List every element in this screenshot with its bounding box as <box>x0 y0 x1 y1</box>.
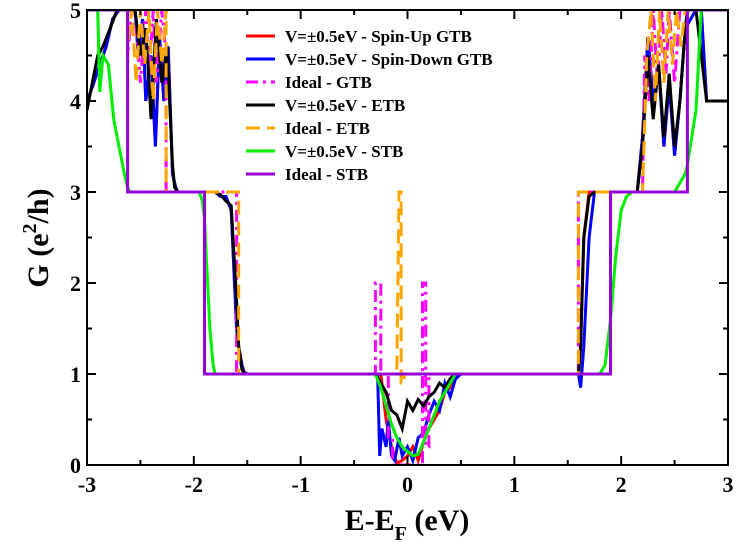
series-layer <box>87 10 728 465</box>
legend-label-7: Ideal - STB <box>285 165 368 184</box>
y-tick-label: 2 <box>70 271 81 296</box>
legend-label-6: V=±0.5eV - STB <box>285 142 403 161</box>
y-tick-label: 0 <box>70 453 81 478</box>
series-line-3-ideal-gtb <box>87 10 728 465</box>
series-line-5-ideal-etb <box>87 10 728 385</box>
x-tick-label: 3 <box>723 472 734 497</box>
plot-frame <box>86 9 729 466</box>
x-tick-label: 2 <box>616 472 627 497</box>
y-tick-label: 1 <box>70 362 81 387</box>
series-line-1-v-0-5ev-spin-up-gtb <box>87 10 728 465</box>
y-axis-title: G (e2/h) <box>19 188 55 287</box>
y-tick-label: 3 <box>70 180 81 205</box>
x-tick-label: -1 <box>292 472 310 497</box>
ticks-layer: -3 -2 -1 0 1 2 3 0 1 2 3 4 5 <box>70 0 734 497</box>
x-tick-label: -3 <box>78 472 96 497</box>
legend-label-4: V=±0.5eV - ETB <box>285 96 405 115</box>
x-tick-label: 1 <box>509 472 520 497</box>
legend-label-3: Ideal - GTB <box>285 73 372 92</box>
legend: V=±0.5eV - Spin-Up GTB V=±0.5eV - Spin-Do… <box>246 27 493 184</box>
y-tick-label: 4 <box>70 89 81 114</box>
legend-label-2: V=±0.5eV - Spin-Down GTB <box>285 50 493 69</box>
x-tick-label: 0 <box>402 472 413 497</box>
series-line-4-v-0-5ev-etb <box>87 10 728 434</box>
y-tick-label: 5 <box>70 0 81 23</box>
legend-label-1: V=±0.5eV - Spin-Up GTB <box>285 27 472 46</box>
x-tick-label: -2 <box>185 472 203 497</box>
series-line-7-ideal-stb <box>87 10 728 376</box>
legend-label-5: Ideal - ETB <box>285 119 370 138</box>
series-line-2-v-0-5ev-spin-down-gtb <box>87 10 728 465</box>
series-line-6-v-0-5ev-stb <box>87 10 728 458</box>
x-axis-title: E-EF (eV) <box>345 504 470 543</box>
